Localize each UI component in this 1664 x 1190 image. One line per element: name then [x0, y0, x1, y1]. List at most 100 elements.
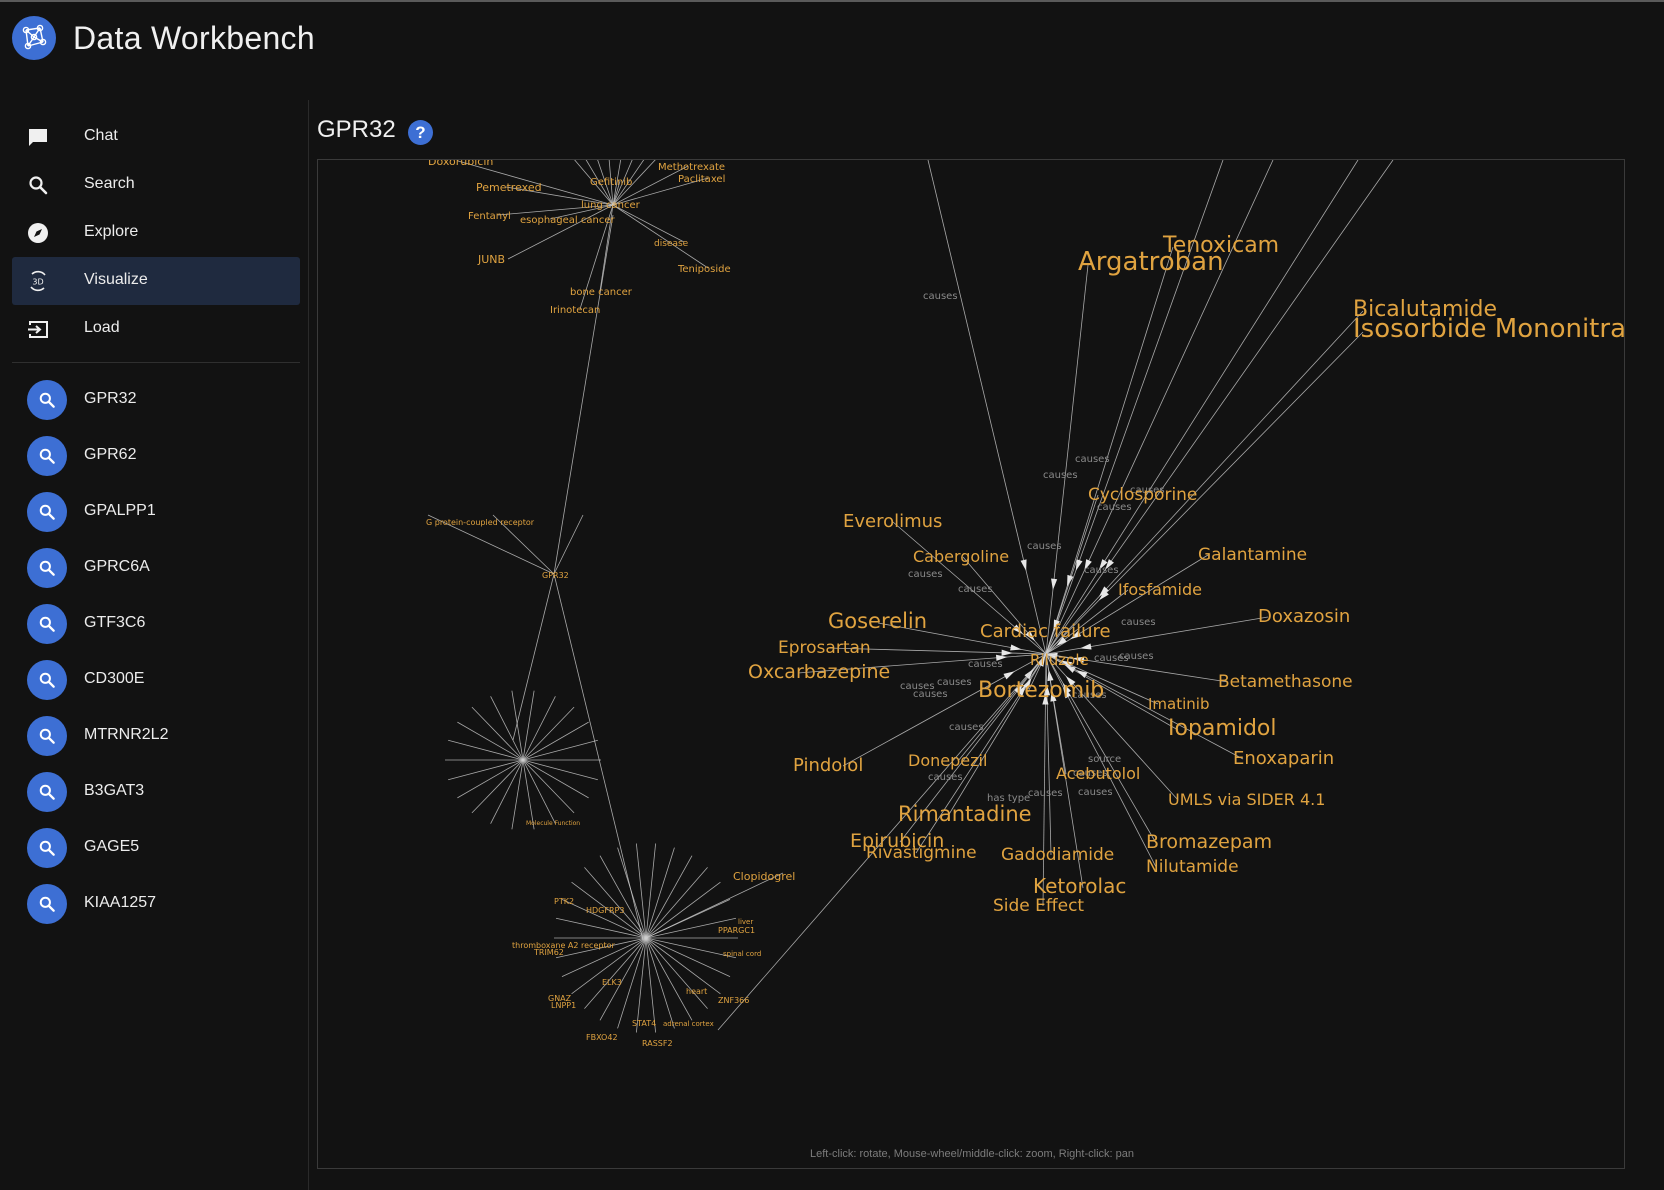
graph-edge: [1046, 654, 1243, 759]
edge-label: causes: [949, 722, 984, 733]
edge-arrow: [1010, 644, 1022, 650]
gene-item[interactable]: GPALPP1: [12, 486, 300, 538]
gene-label: GPR62: [84, 446, 136, 464]
graph-node-label: Imatinib: [1148, 695, 1209, 713]
edge-label: causes: [1078, 787, 1113, 798]
help-icon[interactable]: ?: [408, 120, 433, 145]
search-icon: [37, 894, 57, 914]
gene-search-button[interactable]: [27, 716, 67, 756]
svg-text:3D: 3D: [32, 278, 43, 287]
edge-label: causes: [908, 569, 943, 580]
graph-node-label: Pindolol: [793, 755, 863, 776]
graph-node-small: ELK3: [602, 978, 622, 987]
gene-search-button[interactable]: [27, 380, 67, 420]
nav-item-search[interactable]: Search: [12, 161, 300, 209]
graph-edge: [513, 574, 554, 740]
graph-node-label: Donepezil: [908, 751, 987, 770]
gene-label: GTF3C6: [84, 614, 145, 632]
graph-node-label: Enoxaparin: [1233, 748, 1334, 769]
graph-edge: [472, 760, 523, 813]
search-icon: [37, 446, 57, 466]
graph-node-small: PTK2: [554, 897, 574, 906]
edge-arrow: [1002, 650, 1013, 656]
graph-node-small: RASSF2: [642, 1039, 673, 1048]
graph-node-label: Bortezomib: [978, 678, 1104, 703]
gene-item[interactable]: MTRNR2L2: [12, 710, 300, 762]
graph-node-label: Doxazosin: [1258, 606, 1350, 627]
graph-node-small: lung cancer: [581, 200, 641, 211]
compass-icon: [26, 221, 50, 245]
graph-node-small: Doxorubicin: [428, 160, 493, 168]
gene-label: GPR32: [84, 390, 136, 408]
search-icon: [37, 390, 57, 410]
gene-item[interactable]: KIAA1257: [12, 878, 300, 930]
graph-node-label: Side Effect: [993, 896, 1084, 916]
graph-node-small: adrenal cortex: [663, 1020, 714, 1028]
knowledge-graph[interactable]: causescausescausescausescausescausescaus…: [318, 160, 1625, 1169]
edge-label: causes: [1121, 617, 1156, 628]
load-icon: [26, 317, 50, 341]
gene-item[interactable]: CD300E: [12, 654, 300, 706]
edge-label: causes: [958, 584, 993, 595]
edge-arrow: [1021, 559, 1027, 571]
gene-label: B3GAT3: [84, 782, 144, 800]
search-icon: [37, 782, 57, 802]
graph-edge: [523, 760, 598, 780]
nav-divider: [12, 362, 300, 363]
gene-item[interactable]: GTF3C6: [12, 598, 300, 650]
gene-search-button[interactable]: [27, 772, 67, 812]
edge-label: causes: [1075, 454, 1110, 465]
gene-search-button[interactable]: [27, 884, 67, 924]
graph-node-label: Galantamine: [1198, 545, 1307, 565]
gene-item[interactable]: GPR62: [12, 430, 300, 482]
search-icon: [37, 838, 57, 858]
gene-search-button[interactable]: [27, 660, 67, 700]
search-icon: [26, 173, 50, 197]
edge-label: causes: [1084, 565, 1119, 576]
graph-node-small: Molecule Function: [526, 820, 580, 827]
graph-node-label: Goserelin: [828, 609, 927, 633]
edge-label: causes: [1027, 541, 1062, 552]
gene-item[interactable]: GAGE5: [12, 822, 300, 874]
graph-node-label: UMLS via SIDER 4.1: [1168, 790, 1325, 809]
gene-label: GPRC6A: [84, 558, 150, 576]
gene-item[interactable]: GPR32: [12, 374, 300, 426]
edge-label: causes: [1094, 653, 1129, 664]
graph-node-small: PPARGC1: [718, 926, 755, 935]
gene-item[interactable]: GPRC6A: [12, 542, 300, 594]
graph-node-label: Argatroban: [1078, 247, 1224, 277]
graph-node-small: Paclitaxel: [678, 174, 725, 185]
graph-node-small: Teniposide: [677, 264, 731, 275]
nav-item-load[interactable]: Load: [12, 305, 300, 353]
nav-item-visualize[interactable]: 3D Visualize: [12, 257, 300, 305]
graph-node-label: Everolimus: [843, 511, 942, 532]
edge-arrow: [1051, 579, 1057, 590]
graph-node-small: LNPP1: [551, 1001, 576, 1010]
graph-edge: [523, 707, 574, 760]
graph-edge: [584, 867, 646, 938]
graph-node-small: STAT4: [632, 1019, 656, 1028]
edge-label: causes: [937, 677, 972, 688]
gene-search-button[interactable]: [27, 604, 67, 644]
graph-edge: [646, 938, 708, 1009]
panel-title: GPR32: [317, 116, 396, 144]
edge-label: causes: [900, 681, 935, 692]
graph-node-label: Acebutolol: [1056, 764, 1140, 783]
graph-node-small: spinal cord: [723, 950, 761, 958]
edge-label: causes: [968, 659, 1003, 670]
gene-item[interactable]: B3GAT3: [12, 766, 300, 818]
gene-search-button[interactable]: [27, 436, 67, 476]
graph-node-small: HDGFRP3: [586, 906, 624, 915]
nav-item-chat[interactable]: Chat: [12, 113, 300, 161]
nav-label-search: Search: [84, 175, 135, 193]
graph-node-small: Gefitinib: [590, 177, 632, 188]
gene-search-button[interactable]: [27, 548, 67, 588]
search-icon: [37, 670, 57, 690]
graph-canvas[interactable]: causes causes causes causes causes causes caus…: [317, 159, 1625, 1169]
graph-edge: [613, 205, 708, 268]
nav-item-explore[interactable]: Explore: [12, 209, 300, 257]
gene-search-button[interactable]: [27, 492, 67, 532]
search-icon: [37, 614, 57, 634]
gene-search-button[interactable]: [27, 828, 67, 868]
network-graph-icon[interactable]: [12, 16, 56, 60]
